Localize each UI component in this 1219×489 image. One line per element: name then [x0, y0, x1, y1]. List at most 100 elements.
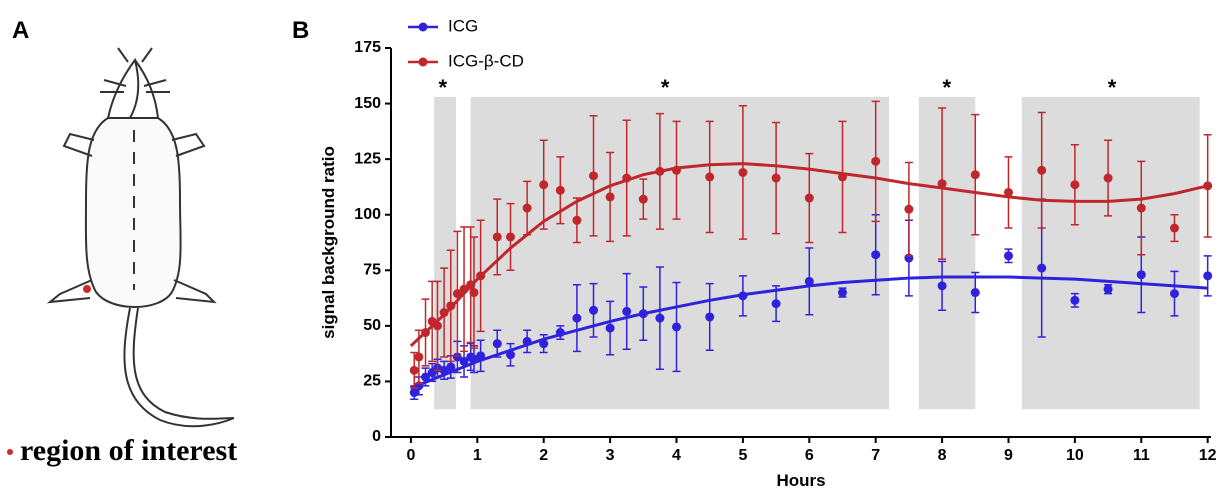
data-point [522, 203, 532, 213]
data-point [539, 180, 549, 190]
data-point [1169, 223, 1179, 233]
data-point [837, 288, 847, 298]
data-point [1003, 187, 1013, 197]
legend-label: ICG-β-CD [448, 51, 524, 70]
data-point [446, 362, 456, 372]
x-tick-label: 7 [871, 447, 880, 464]
data-point [572, 215, 582, 225]
data-point [476, 351, 486, 361]
data-point [421, 328, 431, 338]
data-point [469, 288, 479, 298]
data-point [432, 321, 442, 331]
mouse-illustration: A region of interest [7, 17, 237, 467]
x-tick-label: 1 [473, 447, 482, 464]
y-tick-label: 100 [354, 206, 381, 223]
data-point [904, 204, 914, 214]
y-tick-label: 150 [354, 95, 381, 112]
data-point [1037, 263, 1047, 273]
data-point [1103, 173, 1113, 183]
data-point [937, 179, 947, 189]
y-tick-label: 75 [363, 262, 381, 279]
data-point [705, 312, 715, 322]
caption: region of interest [20, 434, 237, 467]
data-point [476, 271, 486, 281]
y-tick-label: 175 [354, 39, 381, 56]
x-tick-label: 5 [738, 447, 747, 464]
data-point [638, 194, 648, 204]
data-point [937, 281, 947, 291]
data-point [655, 313, 665, 323]
y-tick-label: 25 [363, 373, 381, 390]
data-point [492, 339, 502, 349]
panel-label: B [292, 17, 309, 44]
data-point [414, 352, 424, 362]
data-point [459, 356, 469, 366]
data-point [1003, 251, 1013, 261]
data-point [452, 352, 462, 362]
significance-label: * [439, 75, 448, 100]
y-tick-label: 125 [354, 150, 381, 167]
data-point [439, 365, 449, 375]
data-point [622, 173, 632, 183]
legend-marker [418, 57, 428, 67]
data-point [705, 172, 715, 182]
data-point [409, 365, 419, 375]
data-point [506, 232, 516, 242]
data-point [605, 323, 615, 333]
data-point [622, 306, 632, 316]
data-point [871, 250, 881, 260]
data-point [1070, 180, 1080, 190]
x-tick-label: 4 [672, 447, 681, 464]
data-point [605, 192, 615, 202]
data-point [837, 172, 847, 182]
data-point [1103, 284, 1113, 294]
data-point [970, 170, 980, 180]
data-point [1169, 289, 1179, 299]
data-point [738, 167, 748, 177]
data-point [804, 193, 814, 203]
data-point [522, 336, 532, 346]
data-point [439, 308, 449, 318]
data-point [1203, 271, 1213, 281]
x-tick-label: 10 [1066, 447, 1084, 464]
data-point [466, 280, 476, 290]
data-point [492, 232, 502, 242]
significance-region [1021, 96, 1200, 410]
data-point [459, 284, 469, 294]
data-point [572, 313, 582, 323]
data-point [970, 288, 980, 298]
data-point [871, 156, 881, 166]
data-point [589, 305, 599, 315]
significance-label: * [1108, 75, 1117, 100]
data-point [738, 291, 748, 301]
data-point [555, 185, 565, 195]
data-point [672, 322, 682, 332]
data-point [655, 166, 665, 176]
y-axis-label: signal background ratio [319, 146, 338, 339]
data-point [804, 276, 814, 286]
x-tick-label: 6 [805, 447, 814, 464]
data-point [1037, 165, 1047, 175]
data-point [771, 299, 781, 309]
data-point [452, 289, 462, 299]
caption-bullet [7, 449, 13, 455]
panel-label: A [12, 17, 29, 44]
data-point [539, 339, 549, 349]
data-point [421, 372, 431, 382]
roi-dot [83, 285, 91, 293]
data-point [446, 301, 456, 311]
y-tick-label: 50 [363, 317, 381, 334]
data-point [1136, 203, 1146, 213]
data-point [1136, 270, 1146, 280]
significance-label: * [942, 75, 951, 100]
x-tick-label: 8 [938, 447, 947, 464]
legend-marker [418, 22, 428, 32]
x-tick-label: 12 [1199, 447, 1217, 464]
x-tick-label: 3 [606, 447, 615, 464]
y-tick-label: 0 [372, 428, 381, 445]
data-point [672, 165, 682, 175]
data-point [638, 309, 648, 319]
